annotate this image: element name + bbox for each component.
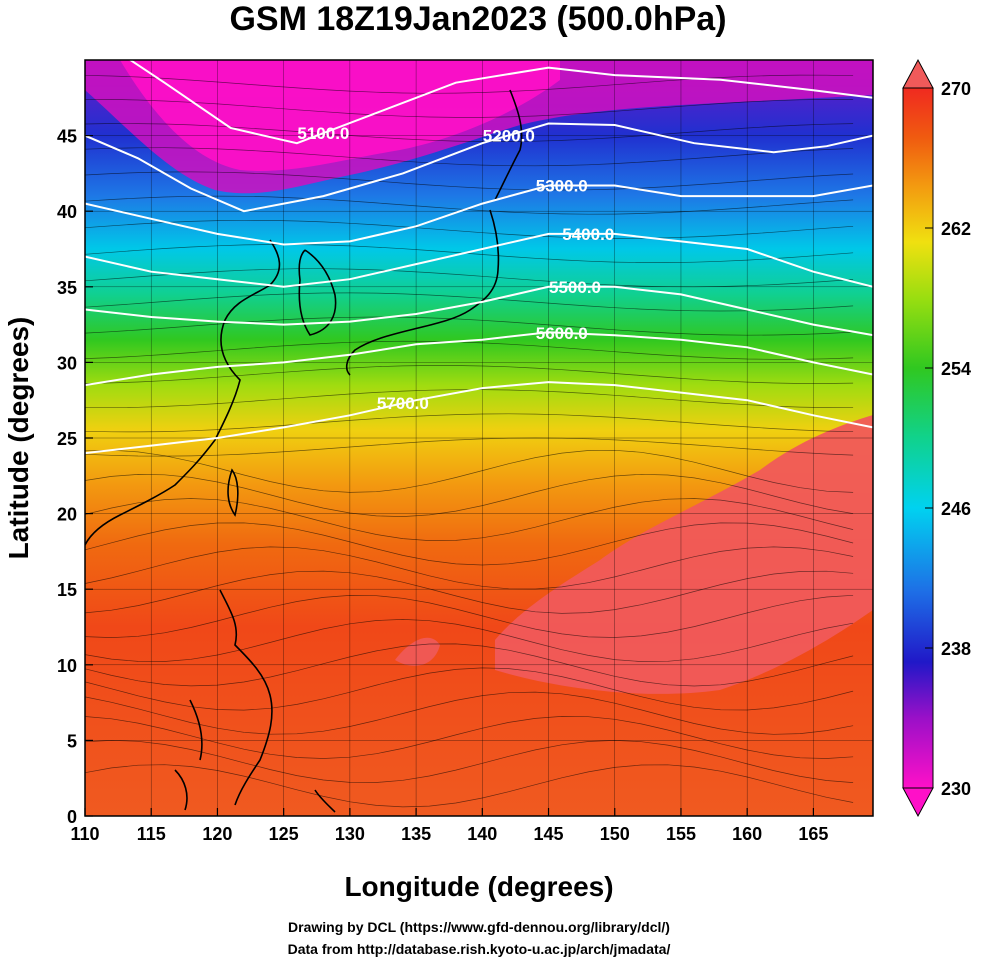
colorbar-extend-top <box>902 58 934 89</box>
streamline <box>85 171 854 191</box>
x-axis-label: Longitude (degrees) <box>344 871 613 902</box>
map-plot-area: 5100.0 5200.0 5300.0 5400.0 5500.0 5600.0 5700… <box>85 60 873 816</box>
coast-korea <box>298 249 337 336</box>
contour-line <box>85 381 873 455</box>
contour-line <box>85 122 873 213</box>
streamline <box>85 473 854 517</box>
y-tick-label: 5 <box>67 731 77 751</box>
colorbar-tick-label: 230 <box>941 779 971 799</box>
streamline <box>85 74 854 94</box>
streamline <box>85 546 854 590</box>
x-axis: 110 115 120 125 130 135 140 145 150 155 160 165 <box>70 808 828 844</box>
streamline <box>85 365 854 384</box>
y-axis: 0 5 10 15 20 25 30 35 40 45 <box>57 127 93 827</box>
streamline <box>85 522 854 566</box>
y-tick-label: 15 <box>57 580 77 600</box>
streamline <box>85 570 854 614</box>
x-tick-label: 130 <box>335 824 365 844</box>
chart-title: GSM 18Z19Jan2023 (500.0hPa) <box>229 0 726 38</box>
streamline <box>85 764 854 808</box>
y-axis-label: Latitude (degrees) <box>3 317 34 560</box>
coast-pacific-isles <box>314 789 336 813</box>
colorbar-ticks: 230 238 246 254 262 270 <box>925 79 971 799</box>
x-tick-label: 125 <box>269 824 299 844</box>
contour-line <box>85 285 873 337</box>
streamline <box>85 437 854 457</box>
contour-line <box>85 184 873 246</box>
y-tick-label: 40 <box>57 202 77 222</box>
streamline <box>85 195 854 215</box>
streamline <box>85 716 854 759</box>
contour-line <box>85 232 873 288</box>
coast-china <box>85 239 281 546</box>
streamline <box>85 98 854 118</box>
warm-region <box>495 415 873 694</box>
credit-drawing: Drawing by DCL (https://www.gfd-dennou.o… <box>288 919 670 935</box>
coastlines <box>85 89 523 813</box>
contour-label: 5100.0 <box>297 124 349 143</box>
colorbar-extend-bottom <box>902 787 934 818</box>
contour-label: 5400.0 <box>562 225 614 244</box>
contour-line <box>85 331 873 387</box>
contour-label: 5500.0 <box>549 278 601 297</box>
y-tick-label: 20 <box>57 505 77 525</box>
colorbar: 230 238 246 254 262 270 <box>902 58 971 818</box>
streamline <box>85 147 854 167</box>
x-tick-label: 155 <box>666 824 696 844</box>
contour-label: 5200.0 <box>483 126 535 145</box>
colorbar-tick-label: 238 <box>941 639 971 659</box>
x-tick-label: 120 <box>202 824 232 844</box>
contour-line <box>128 60 873 145</box>
x-tick-label: 140 <box>467 824 497 844</box>
streamline <box>85 449 854 493</box>
height-contours: 5100.0 5200.0 5300.0 5400.0 5500.0 5600.0 5700… <box>85 60 873 455</box>
y-tick-label: 25 <box>57 429 77 449</box>
x-tick-label: 135 <box>401 824 431 844</box>
y-tick-label: 45 <box>57 127 77 147</box>
streamline <box>85 292 854 312</box>
streamline <box>85 667 854 711</box>
coast-japan <box>345 209 500 376</box>
colorbar-tick-label: 254 <box>941 359 971 379</box>
colorbar-body <box>902 87 934 789</box>
coast-philippines <box>174 589 273 811</box>
y-tick-label: 30 <box>57 353 77 373</box>
x-tick-label: 115 <box>137 824 166 844</box>
streamline <box>85 740 854 783</box>
streamline <box>85 643 854 687</box>
colorbar-tick-label: 246 <box>941 499 971 519</box>
streamline <box>85 413 854 433</box>
x-tick-label: 150 <box>600 824 630 844</box>
gridlines <box>85 60 873 816</box>
coast-taiwan <box>227 468 239 517</box>
y-tick-label: 35 <box>57 278 77 298</box>
colorbar-tick-label: 262 <box>941 219 971 239</box>
streamline <box>85 498 854 541</box>
streamline <box>85 316 854 336</box>
streamline <box>85 244 854 263</box>
streamline <box>85 219 854 239</box>
y-tick-label: 0 <box>67 807 77 827</box>
streamline <box>85 268 854 288</box>
x-tick-label: 145 <box>534 824 564 844</box>
streamline <box>85 123 854 142</box>
colorbar-tick-label: 270 <box>941 79 971 99</box>
x-tick-label: 165 <box>798 824 828 844</box>
coast-hokkaido <box>494 89 523 201</box>
cold-core-inner <box>120 60 560 171</box>
streamline <box>85 340 854 360</box>
x-tick-label: 110 <box>70 824 99 844</box>
warm-patch-west <box>395 637 440 666</box>
contour-label: 5700.0 <box>377 394 429 413</box>
streamline <box>85 691 854 735</box>
y-tick-label: 10 <box>57 656 77 676</box>
streamline <box>85 594 854 638</box>
streamline <box>85 619 854 662</box>
x-tick-label: 160 <box>732 824 762 844</box>
contour-label: 5300.0 <box>536 176 588 195</box>
credit-data: Data from http://database.rish.kyoto-u.a… <box>288 941 671 957</box>
contour-label: 5600.0 <box>536 324 588 343</box>
